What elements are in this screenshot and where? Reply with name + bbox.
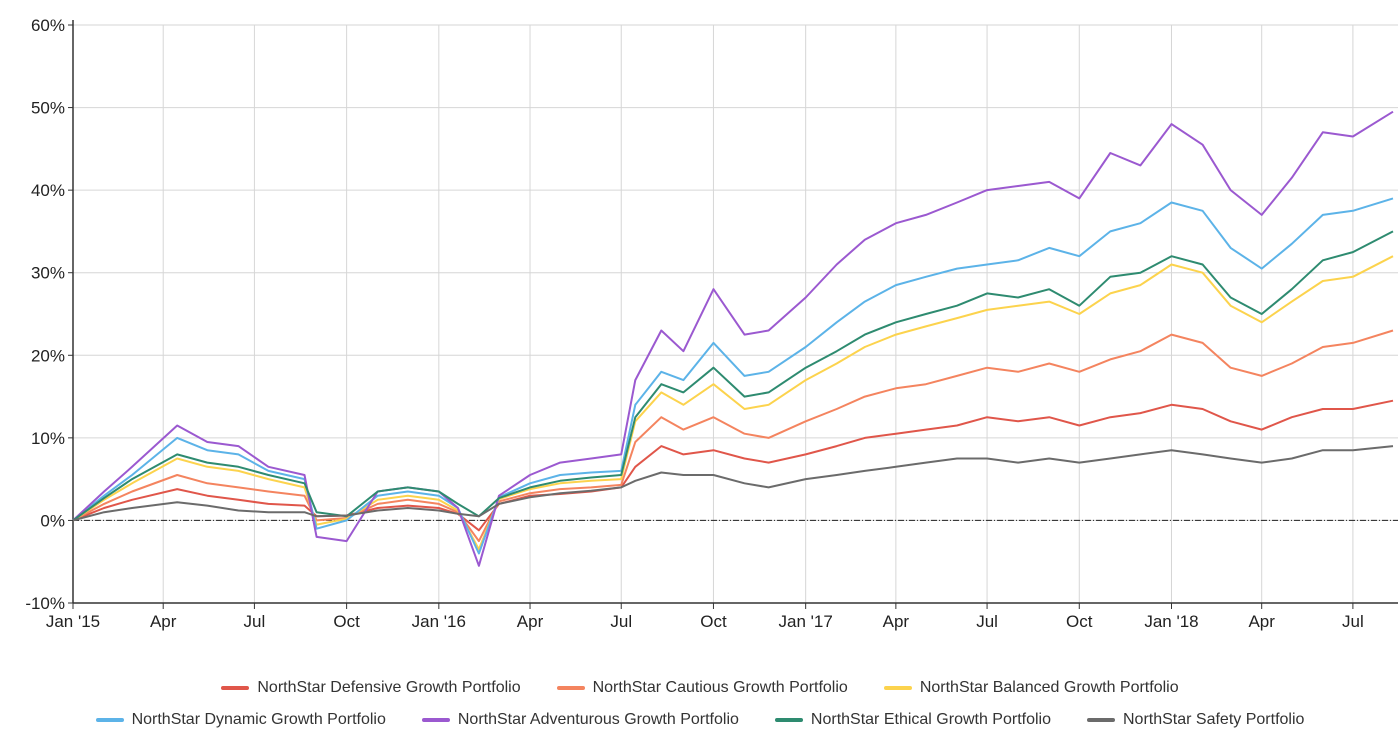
y-tick-label: 60% (31, 16, 65, 35)
y-tick-label: 20% (31, 346, 65, 365)
x-tick-label: Jan '16 (412, 612, 466, 631)
legend-item[interactable]: NorthStar Ethical Growth Portfolio (774, 711, 1051, 729)
chart-area: -10% 0% 10% 20% 30% 40% 50% 60% Jan '15 Apr Jul Oc… (25, 16, 1398, 631)
grid (72, 24, 1398, 604)
axes (72, 20, 1398, 604)
legend-label: NorthStar Safety Portfolio (1123, 711, 1305, 728)
legend-item[interactable]: NorthStar Balanced Growth Portfolio (883, 679, 1179, 697)
x-tick-label: Apr (1248, 612, 1275, 631)
legend-item[interactable]: NorthStar Cautious Growth Portfolio (556, 679, 848, 697)
legend-label: NorthStar Dynamic Growth Portfolio (131, 711, 386, 728)
series-line-3 (72, 255, 1394, 551)
line-chart: -10% 0% 10% 20% 30% 40% 50% 60% Jan '15 Apr Jul Oc… (25, 16, 1398, 631)
series-lines (72, 110, 1394, 567)
legend-row: NorthStar Dynamic Growth Portfolio NorthS… (0, 704, 1400, 736)
legend-label: NorthStar Adventurous Growth Portfolio (457, 711, 739, 728)
legend-item[interactable]: NorthStar Adventurous Growth Portfolio (421, 711, 739, 729)
x-tick-label: Apr (883, 612, 910, 631)
series-line-7 (72, 445, 1394, 522)
x-tick-label: Apr (517, 612, 544, 631)
x-tick-label: Apr (150, 612, 177, 631)
x-tick-label: Oct (700, 612, 727, 631)
x-tick-label: Jul (610, 612, 632, 631)
series-line-5 (72, 110, 1394, 567)
y-tick-label: 50% (31, 99, 65, 118)
legend-swatch (1087, 718, 1115, 722)
legend-item[interactable]: NorthStar Safety Portfolio (1087, 711, 1304, 729)
y-tick-label: 40% (31, 181, 65, 200)
x-tick-label: Oct (333, 612, 360, 631)
legend-row: NorthStar Defensive Growth Portfolio Nort… (0, 672, 1400, 704)
legend-swatch (883, 686, 912, 690)
x-tick-label: Jul (976, 612, 998, 631)
legend-label: NorthStar Cautious Growth Portfolio (592, 679, 848, 696)
x-axis-ticks: Jan '15 Apr Jul Oct Jan '16 Apr Jul Oct Jan '17 A… (46, 603, 1364, 631)
legend-swatch (95, 718, 124, 722)
legend-swatch (421, 718, 450, 722)
legend-swatch (774, 718, 803, 722)
legend-label: NorthStar Balanced Growth Portfolio (919, 679, 1179, 696)
x-tick-label: Jan '15 (46, 612, 100, 631)
x-tick-label: Jan '18 (1144, 612, 1198, 631)
y-axis-ticks: -10% 0% 10% 20% 30% 40% 50% 60% (25, 16, 73, 613)
x-tick-label: Jan '17 (779, 612, 833, 631)
legend-swatch (556, 686, 585, 690)
y-tick-label: 0% (40, 511, 65, 530)
legend-label: NorthStar Ethical Growth Portfolio (810, 711, 1051, 728)
x-tick-label: Oct (1066, 612, 1093, 631)
x-tick-label: Jul (244, 612, 266, 631)
series-line-1 (72, 399, 1394, 532)
legend-swatch (221, 686, 250, 690)
series-line-2 (72, 329, 1394, 543)
x-tick-label: Jul (1342, 612, 1364, 631)
legend-item[interactable]: NorthStar Defensive Growth Portfolio (221, 679, 521, 697)
y-tick-label: 30% (31, 264, 65, 283)
y-tick-label: -10% (25, 594, 65, 613)
legend-label: NorthStar Defensive Growth Portfolio (257, 679, 521, 696)
series-line-6 (72, 230, 1394, 522)
y-tick-label: 10% (31, 429, 65, 448)
series-line-4 (72, 197, 1394, 555)
legend: NorthStar Defensive Growth Portfolio Nort… (0, 672, 1400, 742)
legend-item[interactable]: NorthStar Dynamic Growth Portfolio (95, 711, 386, 729)
